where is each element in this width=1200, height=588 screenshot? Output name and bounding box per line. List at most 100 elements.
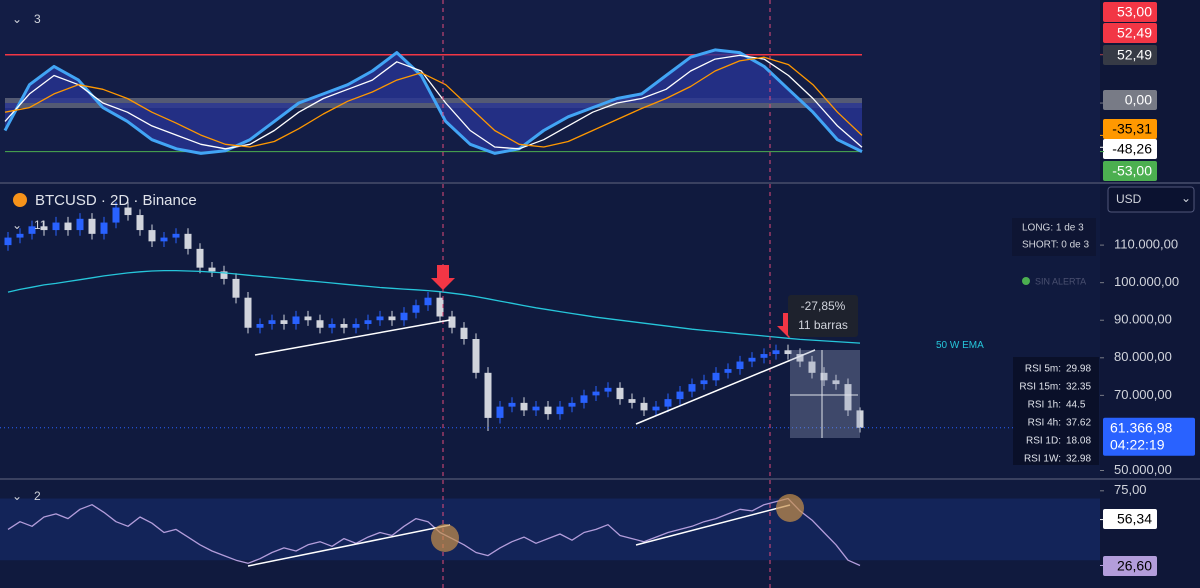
candle-body bbox=[412, 305, 420, 313]
measure-tooltip bbox=[788, 295, 858, 337]
long-count: LONG: 1 de 3 bbox=[1022, 223, 1084, 234]
candle-body bbox=[220, 271, 228, 279]
candle-body bbox=[688, 384, 696, 392]
y-tick-label: 90.000,00 bbox=[1114, 312, 1172, 327]
measure-bars: 11 barras bbox=[798, 318, 848, 332]
candle-body bbox=[544, 406, 552, 415]
candle-body bbox=[136, 215, 144, 231]
rsi-value: 32.98 bbox=[1066, 454, 1091, 465]
axis-badge bbox=[1103, 161, 1157, 181]
candle-body bbox=[124, 207, 132, 216]
signal-box bbox=[1012, 218, 1096, 256]
candle-body bbox=[316, 320, 324, 328]
line bbox=[4, 56, 863, 148]
trendline bbox=[635, 504, 791, 546]
line bbox=[4, 54, 863, 150]
highlight-circle bbox=[431, 524, 459, 552]
line bbox=[3, 48, 863, 155]
candle-body bbox=[172, 233, 180, 238]
axis-badge-label: 53,00 bbox=[1117, 4, 1152, 20]
chevron[interactable]: ⌄ bbox=[12, 12, 22, 26]
pane-count: 3 bbox=[34, 12, 41, 26]
axis-badge-label: -48,26 bbox=[1112, 141, 1152, 157]
candle-body bbox=[400, 312, 408, 321]
rsi-label: RSI 1h: bbox=[1028, 400, 1061, 411]
candle-body bbox=[100, 222, 108, 234]
axis-badge-label: 56,34 bbox=[1117, 511, 1152, 527]
rsi-value: 37.62 bbox=[1066, 418, 1091, 429]
candle-body bbox=[352, 323, 360, 328]
rsi-table bbox=[1013, 357, 1099, 465]
candle-body bbox=[448, 316, 456, 328]
axis-badge bbox=[1103, 556, 1157, 576]
alert-status: SIN ALERTA bbox=[1035, 276, 1086, 286]
candle-body bbox=[40, 226, 48, 231]
trendline bbox=[635, 349, 816, 425]
candle-body bbox=[808, 361, 816, 373]
axis-badge-label: 52,49 bbox=[1117, 47, 1152, 63]
chevron[interactable]: ⌄ bbox=[12, 218, 22, 232]
candle-body bbox=[424, 297, 432, 306]
candle-body bbox=[760, 354, 768, 358]
line bbox=[7, 269, 861, 344]
candle-body bbox=[664, 399, 672, 407]
candle-body bbox=[784, 350, 792, 355]
candle-body bbox=[772, 350, 780, 355]
candle-body bbox=[280, 320, 288, 324]
rsi-table-rows: RSI 5m: 29.98 RSI 15m: 32.35 RSI 1h: 44.5 RSI … bbox=[1019, 364, 1091, 465]
short-count: SHORT: 0 de 3 bbox=[1022, 240, 1090, 251]
rsi-label: RSI 4h: bbox=[1028, 418, 1061, 429]
candle-body bbox=[436, 297, 444, 317]
candle-body bbox=[700, 380, 708, 385]
rsi-value: 29.98 bbox=[1066, 364, 1091, 375]
candle-body bbox=[724, 369, 732, 373]
candle-body bbox=[196, 248, 204, 268]
candle-body bbox=[472, 339, 480, 373]
candle-body bbox=[28, 226, 36, 234]
candle-body bbox=[628, 399, 636, 403]
candle-body bbox=[592, 391, 600, 396]
y-tick-label: 70.000,00 bbox=[1114, 387, 1172, 402]
pane-count: 11 bbox=[34, 218, 47, 232]
candle-body bbox=[496, 406, 504, 418]
rsi-label: RSI 1D: bbox=[1026, 436, 1061, 447]
candle-body bbox=[580, 395, 588, 403]
currency-select[interactable] bbox=[1107, 186, 1195, 213]
rsi-label: RSI 1W: bbox=[1024, 454, 1061, 465]
symbol-title[interactable]: BTCUSD · 2D · Binance bbox=[35, 192, 197, 209]
candle-body bbox=[388, 316, 396, 321]
candle-body bbox=[832, 380, 840, 385]
y-tick-label: 50.000,00 bbox=[1114, 462, 1172, 477]
pane-count: 2 bbox=[34, 489, 41, 503]
rsi-value: 18.08 bbox=[1066, 436, 1091, 447]
candle-body bbox=[652, 406, 660, 411]
candle-body bbox=[736, 361, 744, 370]
layer bbox=[0, 48, 1100, 567]
candle-body bbox=[640, 402, 648, 411]
countdown: 04:22:19 bbox=[1110, 436, 1165, 452]
candle-body bbox=[16, 233, 24, 238]
candle-body bbox=[340, 323, 348, 328]
axis-badge-label: 52,49 bbox=[1117, 25, 1152, 41]
candle-body bbox=[160, 237, 168, 242]
candle-body bbox=[820, 372, 828, 381]
candle-body bbox=[292, 316, 300, 324]
candle-body bbox=[268, 320, 276, 324]
last-price-badge bbox=[1103, 417, 1195, 456]
chevron[interactable]: ⌄ bbox=[1181, 191, 1191, 205]
trendline bbox=[247, 524, 451, 567]
candle-body bbox=[604, 387, 612, 392]
axis-badge bbox=[1103, 139, 1157, 159]
area bbox=[5, 49, 862, 154]
trendline bbox=[254, 319, 451, 356]
alert-dot bbox=[1022, 277, 1030, 285]
axis-badge bbox=[1103, 90, 1157, 110]
currency-label[interactable]: USD bbox=[1116, 192, 1142, 206]
measure-change: -27,85% bbox=[801, 299, 846, 313]
candle-body bbox=[616, 387, 624, 400]
candle-body bbox=[328, 323, 336, 328]
axis-badge bbox=[1103, 119, 1157, 139]
axis-badge-label: 0,00 bbox=[1125, 92, 1152, 108]
chevron[interactable]: ⌄ bbox=[12, 489, 22, 503]
coin-icon bbox=[13, 193, 27, 207]
